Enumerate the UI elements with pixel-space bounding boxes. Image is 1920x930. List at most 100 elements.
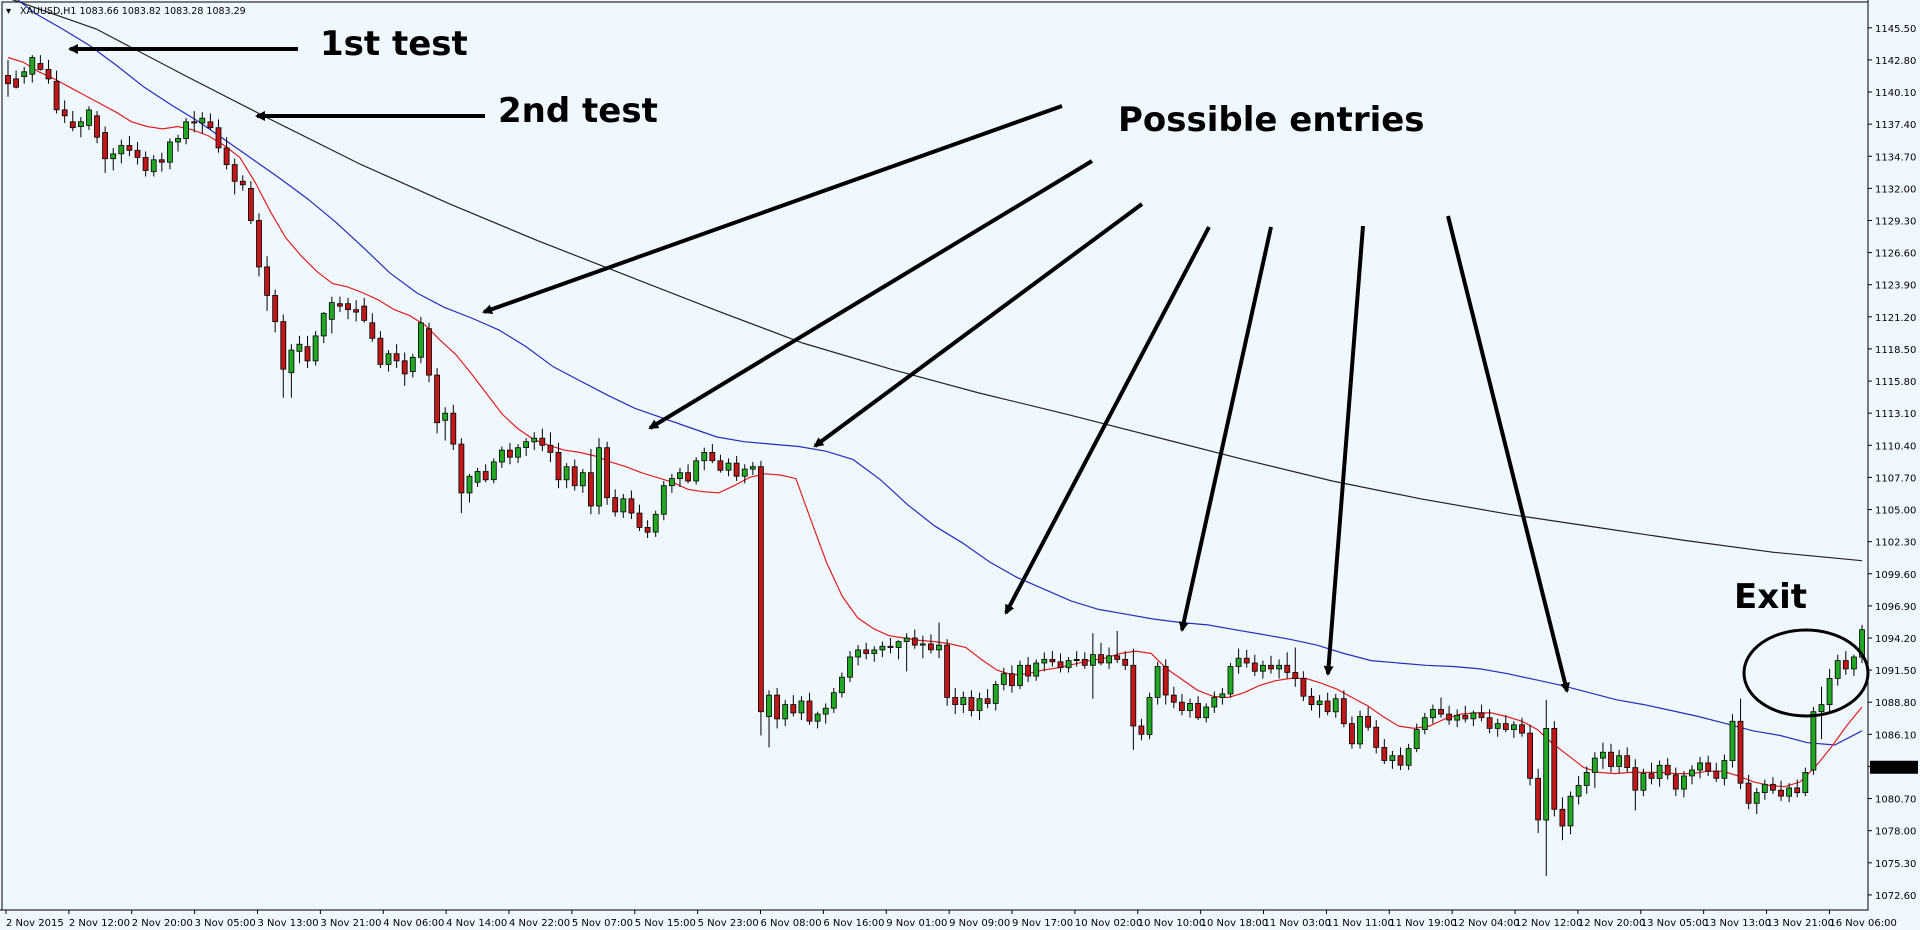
candle — [29, 55, 36, 83]
candle-body-bear — [1138, 725, 1145, 735]
candle-body-bull — [1106, 655, 1112, 664]
candle — [717, 454, 724, 473]
candle-body-bear — [644, 527, 651, 533]
price-axis[interactable]: 1145.50 1142.80 1140.10 1137.40 1134.70 1132.… — [1867, 0, 1916, 910]
candle — [1567, 791, 1574, 835]
candle-body-bull — [798, 700, 805, 714]
chart-header-arrow-icon[interactable]: ▾ — [6, 6, 11, 17]
candle — [1478, 704, 1485, 722]
candle-body-bear — [1025, 664, 1031, 677]
time-tick-label: 5 Nov 23:00 — [698, 918, 759, 929]
candle — [1009, 665, 1015, 693]
candle-body-bear — [1745, 782, 1752, 804]
candle — [685, 464, 691, 484]
candle-body-bull — [498, 449, 505, 463]
candle — [1713, 762, 1720, 782]
candle — [1373, 720, 1380, 754]
candle-body-bear — [53, 80, 60, 111]
candle-body-bull — [847, 656, 853, 678]
candle — [604, 441, 610, 505]
candle — [1681, 771, 1687, 798]
candle-body-bull — [1753, 792, 1760, 804]
candle — [1842, 651, 1849, 675]
candle-body-bear — [1324, 700, 1331, 713]
candle — [741, 464, 748, 484]
candle-body-bull — [1697, 762, 1703, 771]
candle — [369, 313, 376, 342]
candle-body-bull — [466, 475, 473, 494]
candle-body-bear — [709, 451, 716, 462]
candle — [247, 181, 254, 225]
candle-body-bull — [1818, 704, 1825, 713]
candle-body-bull — [669, 478, 675, 487]
candle — [1219, 687, 1226, 705]
candle-body-bear — [207, 121, 214, 129]
candle — [13, 70, 20, 89]
candle-body-bear — [628, 498, 635, 514]
symbol-header: XAUUSD,H1 1083.66 1083.82 1083.28 1083.2… — [20, 6, 246, 17]
candle-body-bull — [320, 312, 327, 337]
candle — [304, 335, 311, 368]
candle-body-bull — [531, 437, 538, 443]
candle — [191, 111, 198, 133]
candle-body-bear — [1794, 787, 1801, 794]
candle-body-bull — [1065, 660, 1072, 669]
time-axis[interactable]: 2 Nov 2015 2 Nov 12:00 2 Nov 20:00 3 Nov 05… — [0, 909, 1897, 929]
candle-body-bull — [523, 441, 529, 449]
candle — [426, 322, 432, 383]
price-tick-label: 1088.80 — [1875, 698, 1916, 709]
candle — [879, 641, 886, 658]
candle-body-bear — [1268, 664, 1274, 670]
candle — [944, 639, 950, 706]
candle-body-bear — [1098, 654, 1104, 664]
candle — [1357, 710, 1363, 749]
candle-body-bear — [1122, 659, 1129, 666]
time-tick-label: 5 Nov 15:00 — [635, 918, 696, 929]
candle — [911, 629, 918, 649]
candle-body-bear — [231, 164, 238, 182]
candle-body-bear — [1559, 808, 1566, 827]
arrow-entry-4 — [1004, 226, 1211, 615]
candle-body-bear — [733, 462, 740, 477]
candle-body-bear — [1502, 723, 1509, 730]
price-tick-label: 1145.50 — [1875, 24, 1916, 35]
candle — [1794, 779, 1801, 798]
candle-body-bull — [442, 412, 449, 421]
candle — [393, 344, 400, 368]
candle — [45, 59, 52, 84]
candle — [434, 367, 441, 434]
candle — [296, 335, 303, 364]
candle — [450, 404, 457, 451]
candle-body-bear — [69, 121, 76, 129]
current-price-tag: 1083.29 — [1870, 760, 1918, 775]
candle — [1227, 662, 1234, 698]
candle — [1251, 654, 1258, 677]
candle — [1600, 742, 1606, 769]
candle — [1721, 754, 1728, 786]
candle-body-bull — [903, 637, 910, 642]
candle — [1187, 698, 1193, 718]
price-tick-label: 1140.10 — [1875, 88, 1916, 99]
candle-body-bull — [1357, 716, 1363, 745]
candle-body-bull — [150, 159, 157, 173]
candle-body-bull — [1235, 657, 1242, 667]
candle-body-bear — [1608, 751, 1614, 767]
candle-body-bull — [1033, 662, 1040, 677]
price-tick-label: 1137.40 — [1875, 120, 1916, 131]
candle — [976, 692, 983, 721]
candle-body-bull — [385, 353, 392, 365]
candle-body-bull — [936, 644, 942, 651]
candle — [1114, 630, 1121, 663]
candle-body-bear — [426, 328, 432, 376]
candle-body-bull — [1567, 795, 1574, 827]
candle-body-bull — [919, 643, 926, 646]
candle-body-bear — [247, 187, 254, 221]
candle — [1834, 654, 1841, 686]
price-tick-label: 1134.70 — [1875, 152, 1916, 163]
time-tick-label: 10 Nov 10:00 — [1138, 918, 1205, 929]
price-tick-label: 1080.70 — [1875, 795, 1916, 806]
candle — [701, 447, 708, 471]
candle-body-bear — [304, 346, 311, 362]
candle-body-bear — [928, 643, 934, 651]
